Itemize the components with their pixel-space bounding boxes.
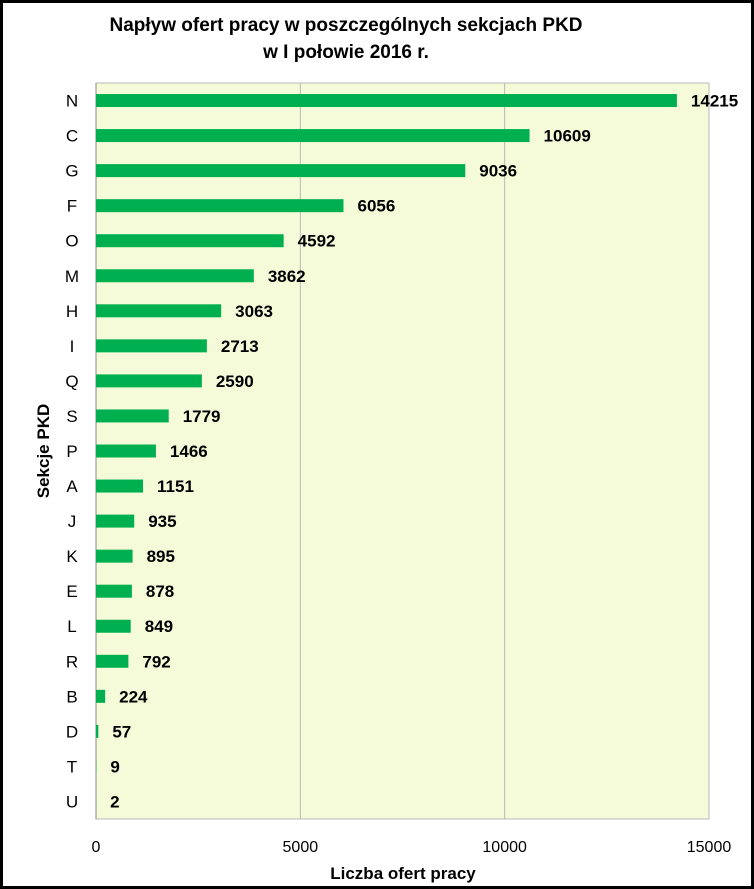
category-label-D: D: [66, 722, 78, 741]
value-label-S: 1779: [183, 407, 221, 426]
category-label-R: R: [66, 652, 78, 671]
bar-O: [96, 234, 284, 248]
bar-S: [96, 409, 169, 423]
y-axis-title: Sekcje PKD: [34, 404, 53, 499]
category-label-M: M: [65, 267, 79, 286]
value-label-U: 2: [110, 792, 119, 811]
bar-R: [96, 654, 129, 668]
bar-G: [96, 164, 466, 178]
category-label-H: H: [66, 302, 78, 321]
x-axis-title: Liczba ofert pracy: [330, 864, 476, 883]
bar-E: [96, 584, 132, 598]
category-label-A: A: [66, 477, 78, 496]
bar-H: [96, 304, 222, 318]
bar-K: [96, 549, 133, 563]
value-label-P: 1466: [170, 442, 208, 461]
category-label-O: O: [65, 232, 78, 251]
bar-C: [96, 129, 530, 143]
value-labels: 14215 10609 9036 6056 4592 3862 3063 2713 2590 17…: [110, 92, 738, 812]
x-tick-label: 5000: [283, 839, 319, 856]
value-label-D: 57: [112, 722, 131, 741]
value-label-G: 9036: [479, 162, 517, 181]
value-label-T: 9: [110, 757, 119, 776]
bar-Q: [96, 374, 202, 388]
value-label-B: 224: [119, 687, 148, 706]
chart-title-line-2: w I połowie 2016 r.: [262, 42, 429, 63]
x-tick-labels: 0 5000 10000 15000: [92, 839, 732, 856]
category-label-F: F: [67, 197, 77, 216]
bar-B: [96, 689, 106, 703]
value-label-H: 3063: [235, 302, 273, 321]
bar-I: [96, 339, 207, 353]
bar-A: [96, 479, 144, 493]
value-label-C: 10609: [544, 127, 591, 146]
bar-D: [96, 724, 99, 738]
x-tick-label: 0: [92, 839, 101, 856]
bar-F: [96, 199, 344, 213]
category-label-B: B: [66, 687, 77, 706]
bar-P: [96, 444, 156, 458]
category-label-L: L: [67, 617, 76, 636]
category-label-C: C: [66, 127, 78, 146]
category-label-T: T: [67, 757, 77, 776]
value-label-K: 895: [147, 547, 175, 566]
category-label-N: N: [66, 92, 78, 111]
value-label-O: 4592: [298, 232, 336, 251]
category-label-J: J: [68, 512, 77, 531]
value-label-N: 14215: [691, 92, 738, 111]
bar-J: [96, 514, 135, 528]
value-label-L: 849: [145, 617, 173, 636]
category-label-K: K: [66, 547, 78, 566]
value-label-J: 935: [148, 512, 176, 531]
category-label-U: U: [66, 792, 78, 811]
chart-title-line-1: Napływ ofert pracy w poszczególnych sekc…: [109, 15, 582, 36]
value-label-I: 2713: [221, 337, 259, 356]
category-label-E: E: [66, 582, 77, 601]
value-label-Q: 2590: [216, 372, 254, 391]
category-label-Q: Q: [65, 372, 78, 391]
value-label-F: 6056: [357, 197, 395, 216]
bar-N: [96, 94, 677, 108]
category-label-G: G: [65, 162, 78, 181]
value-label-M: 3862: [268, 267, 306, 286]
category-label-S: S: [66, 407, 77, 426]
value-label-A: 1151: [157, 477, 194, 496]
category-label-I: I: [70, 337, 75, 356]
bar-M: [96, 269, 254, 283]
category-label-P: P: [66, 442, 77, 461]
bars: [96, 94, 677, 808]
bar-L: [96, 619, 131, 633]
x-tick-label: 15000: [687, 839, 732, 856]
value-label-E: 878: [146, 582, 174, 601]
value-label-R: 792: [142, 652, 170, 671]
x-tick-label: 10000: [482, 839, 527, 856]
